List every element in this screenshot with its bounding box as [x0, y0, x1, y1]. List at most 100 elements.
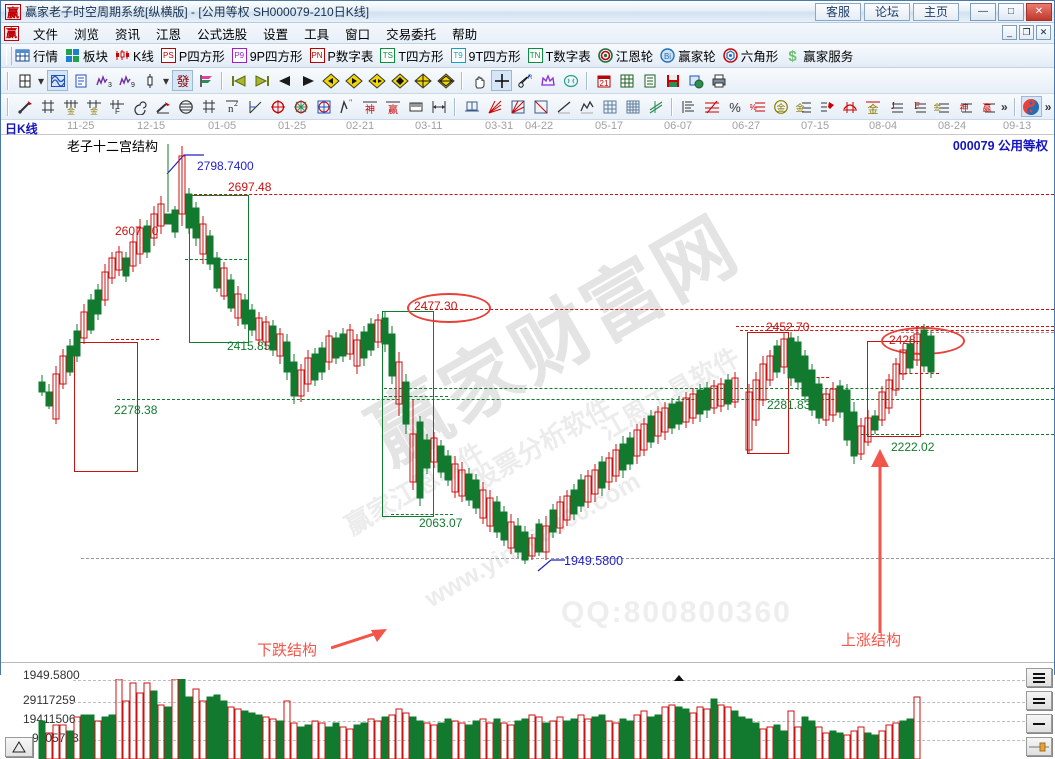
gold-line-icon[interactable]: 金 [793, 96, 814, 117]
pen2-icon[interactable] [152, 96, 173, 117]
feature-p-number-table[interactable]: PN P数字表 [309, 46, 373, 65]
hand-icon[interactable] [468, 70, 489, 91]
feature-winner-wheel[interactable]: Bi 赢家轮 [660, 46, 716, 65]
wave-icon[interactable]: " [336, 96, 357, 117]
gold-circle-icon[interactable]: 金 [770, 96, 791, 117]
gold-box-icon[interactable]: 金 [862, 96, 883, 117]
mdi-minimize-button[interactable]: _ [1002, 25, 1017, 40]
mdi-close-button[interactable]: ✕ [1036, 25, 1051, 40]
minimize-button[interactable]: — [970, 2, 996, 21]
ruler-icon[interactable] [405, 96, 426, 117]
arc-icon[interactable] [839, 96, 860, 117]
zigzag-icon[interactable] [576, 96, 597, 117]
forum-button[interactable]: 论坛 [864, 2, 910, 21]
menu-item-help[interactable]: 帮助 [452, 27, 478, 42]
menu-item-formula[interactable]: 公式选股 [197, 27, 248, 42]
menu-item-settings[interactable]: 设置 [263, 27, 289, 42]
pen-mark-icon[interactable] [816, 96, 837, 117]
scale-slider[interactable] [1026, 737, 1052, 756]
menu-item-tools[interactable]: 工具 [304, 27, 330, 42]
maximize-button[interactable]: □ [998, 2, 1024, 21]
zoom-both-icon[interactable] [389, 70, 410, 91]
overlay-icon[interactable] [47, 70, 69, 91]
feature-t-square[interactable]: TS T四方形 [380, 46, 444, 65]
report-icon[interactable] [70, 70, 91, 91]
candlestick-plot[interactable]: 赢家财富网 赢家江恩软件 股票分析软件 江恩工具软件 www.yingjia36… [1, 134, 1054, 662]
scale-button-3lines[interactable] [1026, 668, 1052, 687]
volume-indicator-button[interactable] [5, 737, 33, 757]
gann-fan-icon[interactable] [484, 96, 505, 117]
export-icon[interactable] [685, 70, 706, 91]
feature-t-number-table[interactable]: TN T数字表 [527, 46, 591, 65]
scale-button-2lines[interactable] [1026, 691, 1052, 710]
fork-icon[interactable] [37, 96, 58, 117]
calendar-icon[interactable]: 21 [593, 70, 614, 91]
scale-button-1line[interactable] [1026, 714, 1052, 733]
zoom-right-icon[interactable] [343, 70, 364, 91]
menu-item-news[interactable]: 资讯 [115, 27, 141, 42]
f-fan-icon[interactable]: F [106, 96, 127, 117]
print-icon[interactable] [708, 70, 729, 91]
shen-icon[interactable]: 神 [359, 96, 380, 117]
box-fan-icon[interactable] [507, 96, 528, 117]
j-line-icon[interactable]: J [885, 96, 906, 117]
menu-item-browse[interactable]: 浏览 [74, 27, 100, 42]
menu-item-trade[interactable]: 交易委托 [386, 27, 437, 42]
trend-icon[interactable] [553, 96, 574, 117]
feature-9t-square[interactable]: T9 9T四方形 [450, 46, 521, 65]
first-page-icon[interactable] [228, 70, 249, 91]
gold-fan-icon[interactable]: 金 [931, 96, 952, 117]
dropdown-arrow2-icon[interactable]: ▾ [163, 73, 170, 88]
circle-target-icon[interactable] [267, 96, 288, 117]
span-icon[interactable] [428, 96, 449, 117]
candle-single-icon[interactable] [139, 70, 160, 91]
fork2-icon[interactable] [198, 96, 219, 117]
feature-9p-square[interactable]: P9 9P四方形 [231, 46, 303, 65]
menu-item-gann[interactable]: 江恩 [156, 27, 182, 42]
shen-line-icon[interactable]: 神 [954, 96, 975, 117]
zoom-fit-icon[interactable] [412, 70, 433, 91]
ladder-icon[interactable] [678, 96, 699, 117]
menu-item-window[interactable]: 窗口 [345, 27, 371, 42]
gold-fork2-icon[interactable]: 金 [83, 96, 104, 117]
indicator3-icon[interactable]: 3 [93, 70, 114, 91]
volume-pane[interactable]: 1949.5800 29117259 19411506 9705753 [1, 662, 1054, 759]
next-icon[interactable] [297, 70, 318, 91]
menu-item-file[interactable]: 文件 [33, 27, 59, 42]
zoom-all-icon[interactable] [435, 70, 456, 91]
feature-winner-service[interactable]: $ 赢家服务 [785, 46, 854, 65]
feature-sector[interactable]: 板块 [65, 46, 108, 65]
more-icon[interactable]: » [1001, 99, 1008, 114]
circle-target2-icon[interactable] [290, 96, 311, 117]
box-line-icon[interactable] [530, 96, 551, 117]
table-icon[interactable] [616, 70, 637, 91]
taiji-icon[interactable] [1020, 96, 1042, 117]
close-button[interactable]: ✕ [1026, 2, 1052, 21]
crosshair-icon[interactable] [491, 70, 513, 91]
formula-icon[interactable]: 發 [172, 70, 194, 91]
feature-p-square[interactable]: PS P四方形 [160, 46, 225, 65]
grid1-icon[interactable] [599, 96, 620, 117]
angle-icon[interactable] [244, 96, 265, 117]
flag-icon[interactable] [195, 70, 216, 91]
frame-icon[interactable] [461, 96, 482, 117]
spiral-icon[interactable] [129, 96, 150, 117]
crown-icon[interactable] [537, 70, 558, 91]
percent-icon[interactable]: % [724, 96, 745, 117]
feature-gann-wheel[interactable]: 江恩轮 [597, 46, 653, 65]
feature-kline[interactable]: K线 [115, 46, 154, 65]
homepage-button[interactable]: 主页 [913, 2, 959, 21]
prev-icon[interactable] [274, 70, 295, 91]
indicator9-icon[interactable]: 9 [116, 70, 137, 91]
feature-quotes[interactable]: 行情 [15, 46, 58, 65]
grid2-icon[interactable] [622, 96, 643, 117]
cut-icon[interactable]: R [514, 70, 535, 91]
zoom-h-icon[interactable] [366, 70, 387, 91]
ying-icon[interactable]: 赢 [382, 96, 403, 117]
percent-line-icon[interactable]: % [747, 96, 768, 117]
feature-hexagon[interactable]: 六角形 [723, 46, 778, 65]
ball-icon[interactable] [175, 96, 196, 117]
calendar-period-icon[interactable] [14, 70, 35, 91]
circle-grid-icon[interactable] [313, 96, 334, 117]
